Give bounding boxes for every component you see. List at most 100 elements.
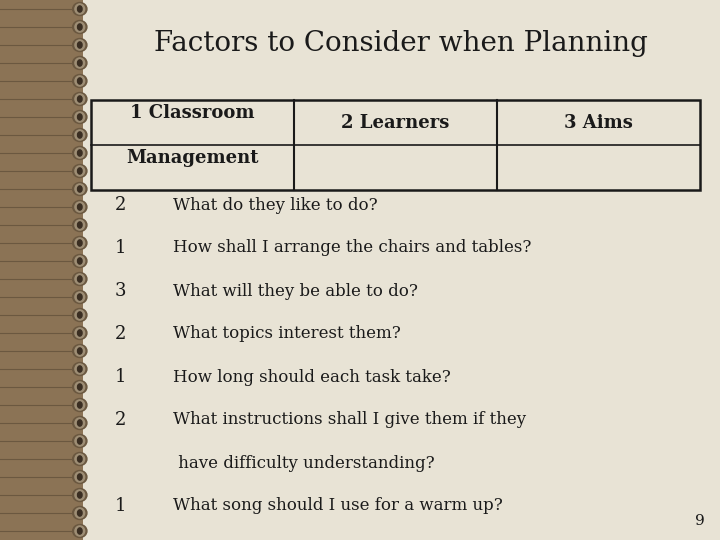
Ellipse shape bbox=[75, 40, 85, 50]
Ellipse shape bbox=[73, 489, 87, 502]
Ellipse shape bbox=[73, 200, 87, 213]
Ellipse shape bbox=[78, 492, 82, 498]
Ellipse shape bbox=[73, 219, 87, 232]
Ellipse shape bbox=[75, 94, 85, 104]
Ellipse shape bbox=[75, 328, 85, 338]
Ellipse shape bbox=[75, 238, 85, 248]
Ellipse shape bbox=[78, 258, 82, 264]
Ellipse shape bbox=[75, 454, 85, 464]
Text: 2 Learners: 2 Learners bbox=[341, 113, 449, 132]
Ellipse shape bbox=[78, 456, 82, 462]
Bar bbox=[91, 100, 700, 190]
Ellipse shape bbox=[73, 75, 87, 87]
Ellipse shape bbox=[78, 6, 82, 12]
Ellipse shape bbox=[75, 4, 85, 14]
Ellipse shape bbox=[73, 470, 87, 483]
Text: 1: 1 bbox=[115, 368, 127, 386]
Text: 2: 2 bbox=[115, 196, 127, 214]
Text: have difficulty understanding?: have difficulty understanding? bbox=[173, 455, 434, 471]
Ellipse shape bbox=[78, 528, 82, 534]
Ellipse shape bbox=[73, 453, 87, 465]
Ellipse shape bbox=[73, 57, 87, 70]
Ellipse shape bbox=[73, 399, 87, 411]
Ellipse shape bbox=[73, 183, 87, 195]
Text: What instructions shall I give them if they: What instructions shall I give them if t… bbox=[173, 411, 526, 429]
Ellipse shape bbox=[75, 256, 85, 266]
Text: 1: 1 bbox=[115, 239, 127, 257]
Ellipse shape bbox=[78, 510, 82, 516]
Ellipse shape bbox=[73, 165, 87, 178]
Bar bbox=[83, 0, 720, 540]
Ellipse shape bbox=[78, 24, 82, 30]
Ellipse shape bbox=[73, 237, 87, 249]
Ellipse shape bbox=[73, 362, 87, 375]
Ellipse shape bbox=[75, 202, 85, 212]
Ellipse shape bbox=[78, 60, 82, 66]
Ellipse shape bbox=[78, 294, 82, 300]
Text: How shall I arrange the chairs and tables?: How shall I arrange the chairs and table… bbox=[173, 240, 531, 256]
Text: 3: 3 bbox=[115, 282, 127, 300]
Ellipse shape bbox=[73, 416, 87, 429]
Ellipse shape bbox=[78, 420, 82, 426]
Ellipse shape bbox=[78, 150, 82, 156]
Ellipse shape bbox=[78, 366, 82, 372]
Ellipse shape bbox=[73, 21, 87, 33]
Ellipse shape bbox=[75, 472, 85, 482]
Ellipse shape bbox=[75, 346, 85, 356]
Text: 9: 9 bbox=[696, 514, 705, 528]
Ellipse shape bbox=[73, 38, 87, 51]
Ellipse shape bbox=[78, 384, 82, 390]
Ellipse shape bbox=[73, 111, 87, 124]
Text: Management: Management bbox=[126, 149, 258, 167]
Ellipse shape bbox=[78, 186, 82, 192]
Ellipse shape bbox=[75, 400, 85, 410]
Text: Factors to Consider when Planning: Factors to Consider when Planning bbox=[155, 30, 648, 57]
Text: How long should each task take?: How long should each task take? bbox=[173, 368, 451, 386]
Ellipse shape bbox=[78, 240, 82, 246]
Ellipse shape bbox=[75, 364, 85, 374]
Text: 1 Classroom: 1 Classroom bbox=[130, 104, 255, 122]
Ellipse shape bbox=[73, 254, 87, 267]
Ellipse shape bbox=[78, 96, 82, 102]
Ellipse shape bbox=[78, 168, 82, 174]
Ellipse shape bbox=[78, 114, 82, 120]
Ellipse shape bbox=[75, 22, 85, 32]
Text: What do they like to do?: What do they like to do? bbox=[173, 197, 377, 213]
Ellipse shape bbox=[75, 436, 85, 446]
Ellipse shape bbox=[75, 490, 85, 500]
Text: 2: 2 bbox=[115, 325, 127, 343]
Ellipse shape bbox=[75, 418, 85, 428]
Ellipse shape bbox=[78, 132, 82, 138]
Ellipse shape bbox=[75, 148, 85, 158]
Ellipse shape bbox=[73, 327, 87, 340]
Ellipse shape bbox=[75, 382, 85, 392]
Ellipse shape bbox=[78, 204, 82, 210]
Text: 1: 1 bbox=[115, 497, 127, 515]
Ellipse shape bbox=[73, 146, 87, 159]
Ellipse shape bbox=[73, 524, 87, 537]
Ellipse shape bbox=[75, 76, 85, 86]
Ellipse shape bbox=[73, 3, 87, 16]
Ellipse shape bbox=[75, 526, 85, 536]
Ellipse shape bbox=[78, 42, 82, 48]
Ellipse shape bbox=[75, 112, 85, 122]
Ellipse shape bbox=[73, 381, 87, 394]
Ellipse shape bbox=[78, 222, 82, 228]
Ellipse shape bbox=[78, 312, 82, 318]
Ellipse shape bbox=[73, 507, 87, 519]
Ellipse shape bbox=[78, 438, 82, 444]
Ellipse shape bbox=[75, 274, 85, 284]
Ellipse shape bbox=[73, 92, 87, 105]
Ellipse shape bbox=[75, 130, 85, 140]
Ellipse shape bbox=[73, 308, 87, 321]
Ellipse shape bbox=[78, 474, 82, 480]
Ellipse shape bbox=[75, 292, 85, 302]
Ellipse shape bbox=[78, 348, 82, 354]
Ellipse shape bbox=[73, 291, 87, 303]
Ellipse shape bbox=[75, 220, 85, 230]
Text: What will they be able to do?: What will they be able to do? bbox=[173, 282, 418, 300]
Ellipse shape bbox=[73, 129, 87, 141]
Ellipse shape bbox=[73, 345, 87, 357]
Ellipse shape bbox=[75, 184, 85, 194]
Ellipse shape bbox=[75, 508, 85, 518]
